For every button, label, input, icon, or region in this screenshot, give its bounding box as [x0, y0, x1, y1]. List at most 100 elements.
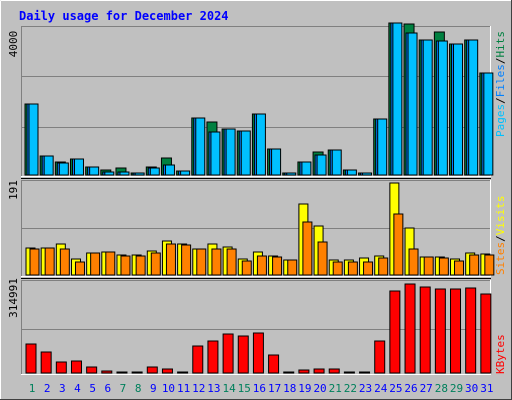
- kbytes-bar-day-28-fill: [434, 288, 446, 374]
- sites-bar-day-6: [105, 251, 116, 276]
- kbytes-bar-day-20-fill: [313, 368, 325, 374]
- sites-bar-day-3: [59, 248, 70, 276]
- sites-bar-day-21-fill: [332, 261, 343, 276]
- pages-bar-day-11: [180, 170, 191, 176]
- kbytes-bar-day-22-fill: [343, 371, 355, 374]
- sites-bar-day-7-fill: [120, 255, 131, 276]
- sites-bar-day-4-fill: [74, 261, 85, 276]
- sites-bar-day-15-fill: [241, 260, 252, 276]
- kbytes-bar-day-27: [419, 286, 431, 374]
- sites-bar-day-9-fill: [150, 252, 161, 276]
- visits-panel-legend-visits: Visits: [494, 196, 507, 236]
- sites-bar-day-7: [120, 255, 131, 276]
- day-label-20: 20: [313, 382, 326, 395]
- pages-bar-day-26-fill: [407, 32, 418, 176]
- kbytes-bar-day-7: [116, 371, 128, 374]
- day-label-31: 31: [480, 382, 493, 395]
- sites-bar-day-22-fill: [347, 261, 358, 276]
- day-label-21: 21: [329, 382, 342, 395]
- hits-panel-ytick-label: 4000: [7, 31, 20, 58]
- kbytes-panel-legend: KBytes: [494, 334, 507, 374]
- kbytes-bar-day-20: [313, 368, 325, 374]
- sites-bar-day-28-fill: [438, 257, 449, 276]
- pages-bar-day-25-fill: [392, 22, 403, 176]
- day-label-9: 9: [150, 382, 157, 395]
- day-label-2: 2: [44, 382, 51, 395]
- kbytes-bar-day-1: [25, 343, 37, 374]
- day-label-3: 3: [59, 382, 66, 395]
- sites-bar-day-29-fill: [454, 260, 465, 276]
- pages-bar-day-22: [346, 169, 357, 176]
- sites-bar-day-24-fill: [378, 257, 389, 276]
- kbytes-bar-day-29-fill: [450, 288, 462, 374]
- sites-bar-day-30-fill: [469, 254, 480, 276]
- pages-bar-day-30: [468, 39, 479, 176]
- kbytes-bar-day-6: [101, 370, 113, 374]
- sites-bar-day-23-fill: [363, 261, 374, 276]
- hits-panel-legend-separator-2: /: [494, 58, 507, 65]
- visits-panel-legend: Sites/Visits: [494, 196, 507, 276]
- kbytes-bar-day-30-fill: [465, 287, 477, 374]
- pages-bar-day-9: [149, 167, 160, 176]
- kbytes-bar-day-21-fill: [328, 368, 340, 374]
- kbytes-bar-day-7-fill: [116, 371, 128, 374]
- kbytes-bar-day-8-fill: [131, 371, 143, 374]
- sites-bar-day-18: [287, 259, 298, 276]
- pages-bar-day-22-fill: [346, 169, 357, 176]
- sites-bar-day-31-fill: [484, 254, 495, 276]
- day-label-1: 1: [29, 382, 36, 395]
- pages-bar-day-6: [104, 171, 115, 176]
- sites-bar-day-25: [393, 213, 404, 276]
- kbytes-bar-day-26: [404, 283, 416, 374]
- day-label-8: 8: [135, 382, 142, 395]
- pages-bar-day-28: [437, 40, 448, 176]
- pages-bar-day-31: [483, 72, 494, 176]
- kbytes-bar-day-18-fill: [283, 371, 295, 374]
- kbytes-bar-day-14-fill: [222, 333, 234, 374]
- sites-bar-day-30: [469, 254, 480, 276]
- pages-bar-day-11-fill: [180, 170, 191, 176]
- pages-bar-day-3-fill: [58, 162, 69, 176]
- pages-bar-day-31-fill: [483, 72, 494, 176]
- pages-bar-day-15: [240, 130, 251, 176]
- kbytes-bar-day-10-fill: [161, 368, 173, 374]
- pages-bar-day-21: [331, 149, 342, 176]
- kbytes-bar-day-2: [40, 351, 52, 374]
- kbytes-bar-day-31: [480, 293, 492, 374]
- kbytes-bar-day-25-fill: [389, 290, 401, 374]
- day-label-6: 6: [104, 382, 111, 395]
- sites-bar-day-2-fill: [44, 247, 55, 276]
- pages-bar-day-13: [210, 131, 221, 176]
- visits-panel-legend-separator-1: /: [494, 235, 507, 242]
- kbytes-bar-day-12: [192, 345, 204, 374]
- pages-bar-day-26: [407, 32, 418, 176]
- sites-bar-day-1: [29, 248, 40, 276]
- kbytes-bar-day-3: [55, 361, 67, 374]
- sites-bar-day-22: [347, 261, 358, 276]
- kbytes-bar-day-4-fill: [70, 360, 82, 374]
- pages-bar-day-29-fill: [453, 43, 464, 176]
- kbytes-bar-day-30: [465, 287, 477, 374]
- sites-bar-day-31: [484, 254, 495, 276]
- pages-bar-day-12: [195, 117, 206, 176]
- kbytes-bar-day-1-fill: [25, 343, 37, 374]
- pages-bar-day-3: [58, 162, 69, 176]
- day-label-15: 15: [238, 382, 251, 395]
- day-label-18: 18: [283, 382, 296, 395]
- visits-panel-legend-sites: Sites: [494, 242, 507, 275]
- pages-bar-day-5-fill: [89, 166, 100, 176]
- kbytes-bar-day-16: [252, 332, 264, 374]
- pages-bar-day-1-fill: [28, 103, 39, 176]
- pages-bar-day-4-fill: [73, 158, 84, 176]
- day-label-29: 29: [450, 382, 463, 395]
- day-label-12: 12: [192, 382, 205, 395]
- visits-panel-ytick-label: 191: [7, 180, 20, 200]
- kbytes-bar-day-19: [298, 369, 310, 374]
- kbytes-bar-day-3-fill: [55, 361, 67, 374]
- pages-bar-day-23-fill: [362, 172, 373, 176]
- pages-bar-day-17-fill: [271, 148, 282, 176]
- sites-bar-day-13: [211, 248, 222, 276]
- pages-bar-day-7-fill: [119, 171, 130, 176]
- pages-bar-day-19-fill: [301, 161, 312, 176]
